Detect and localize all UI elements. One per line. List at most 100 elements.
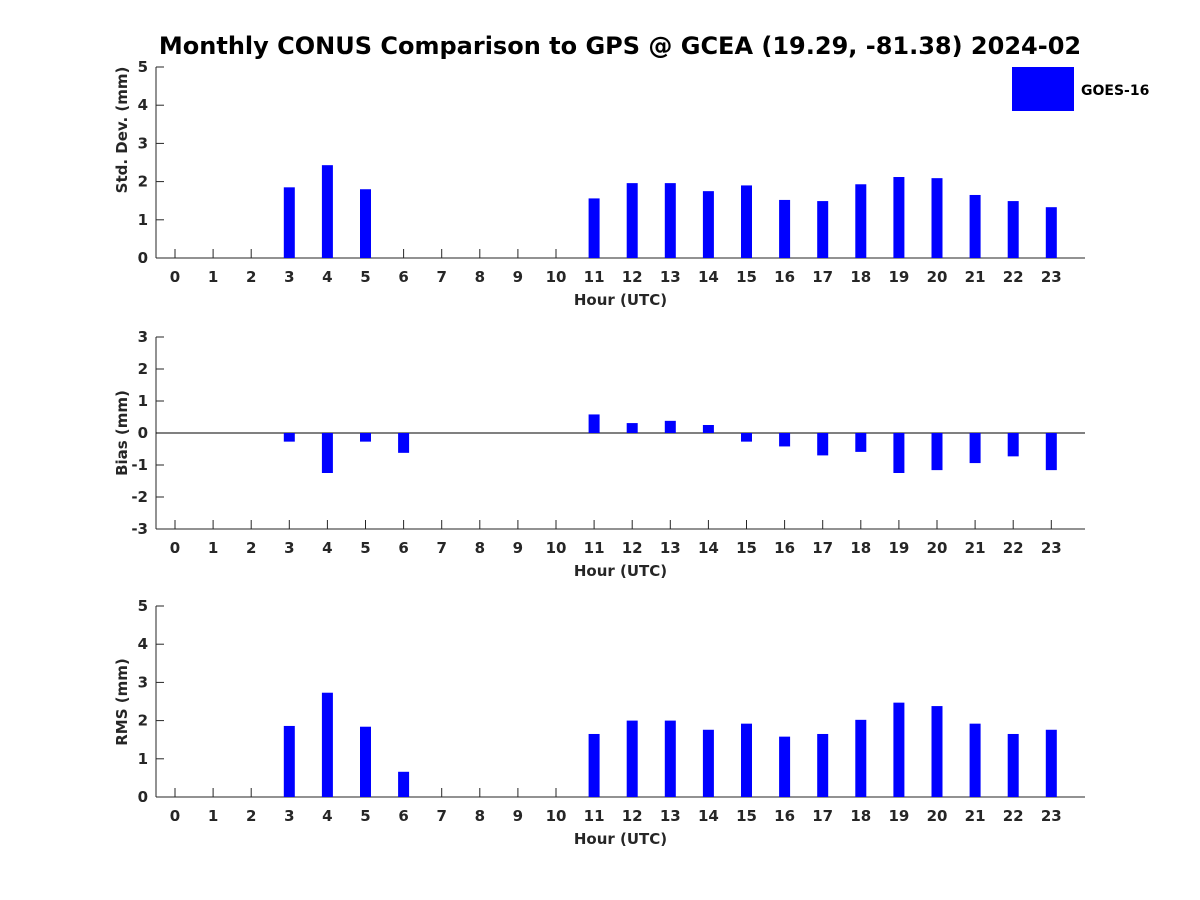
y-axis-label: RMS (mm) bbox=[113, 658, 131, 745]
bar bbox=[969, 194, 981, 258]
y-tick-label: 0 bbox=[138, 788, 148, 806]
x-tick-label: 3 bbox=[284, 539, 294, 557]
x-tick-label: 6 bbox=[398, 807, 408, 825]
x-tick-label: 12 bbox=[622, 807, 643, 825]
x-tick-label: 20 bbox=[927, 268, 948, 286]
y-tick-label: 3 bbox=[138, 673, 148, 691]
x-tick-label: 9 bbox=[513, 268, 523, 286]
bar bbox=[626, 720, 638, 797]
y-tick-label: 2 bbox=[138, 360, 148, 378]
y-tick-label: 4 bbox=[138, 96, 148, 114]
x-tick-label: 5 bbox=[360, 539, 370, 557]
x-tick-label: 22 bbox=[1003, 807, 1024, 825]
x-tick-label: 5 bbox=[360, 807, 370, 825]
bar bbox=[931, 433, 943, 471]
x-tick-label: 9 bbox=[513, 539, 523, 557]
x-tick-label: 14 bbox=[698, 268, 719, 286]
legend-label: GOES-16 bbox=[1081, 83, 1149, 99]
x-tick-label: 4 bbox=[322, 268, 332, 286]
bar bbox=[664, 420, 676, 433]
x-tick-label: 1 bbox=[208, 539, 218, 557]
x-tick-label: 1 bbox=[208, 807, 218, 825]
x-tick-label: 13 bbox=[660, 539, 681, 557]
x-axis-label: Hour (UTC) bbox=[574, 830, 667, 848]
bar bbox=[398, 433, 410, 453]
x-tick-label: 2 bbox=[246, 539, 256, 557]
x-tick-label: 3 bbox=[284, 807, 294, 825]
bar bbox=[664, 183, 676, 258]
x-tick-label: 1 bbox=[208, 268, 218, 286]
x-tick-label: 12 bbox=[622, 268, 643, 286]
x-axis-label: Hour (UTC) bbox=[574, 562, 667, 580]
y-tick-label: -3 bbox=[131, 520, 148, 538]
legend: GOES-16 bbox=[1012, 67, 1149, 111]
x-tick-label: 11 bbox=[584, 268, 605, 286]
bar bbox=[1007, 733, 1019, 797]
bar bbox=[817, 433, 829, 456]
x-tick-label: 21 bbox=[965, 539, 986, 557]
x-tick-label: 17 bbox=[812, 268, 833, 286]
x-tick-label: 16 bbox=[774, 268, 795, 286]
bar bbox=[664, 720, 676, 797]
bar bbox=[969, 433, 981, 464]
x-tick-label: 15 bbox=[736, 539, 757, 557]
y-tick-label: 1 bbox=[138, 392, 148, 410]
x-tick-label: 7 bbox=[436, 268, 446, 286]
bar bbox=[741, 185, 752, 258]
y-tick-label: 2 bbox=[138, 712, 148, 730]
bar bbox=[931, 706, 943, 797]
x-tick-label: 10 bbox=[546, 268, 567, 286]
x-tick-label: 13 bbox=[660, 807, 681, 825]
x-tick-label: 19 bbox=[888, 268, 909, 286]
bar bbox=[741, 723, 752, 797]
bar bbox=[283, 433, 295, 442]
y-tick-label: 3 bbox=[138, 328, 148, 346]
x-tick-label: 6 bbox=[398, 539, 408, 557]
bar bbox=[1007, 433, 1019, 457]
x-tick-label: 23 bbox=[1041, 268, 1062, 286]
bar bbox=[1045, 729, 1057, 797]
bar bbox=[360, 189, 371, 258]
x-tick-label: 0 bbox=[170, 268, 180, 286]
x-tick-label: 16 bbox=[774, 807, 795, 825]
x-tick-label: 18 bbox=[850, 268, 871, 286]
y-tick-label: -2 bbox=[131, 488, 148, 506]
y-tick-label: 1 bbox=[138, 750, 148, 768]
x-tick-label: 13 bbox=[660, 268, 681, 286]
x-tick-label: 4 bbox=[322, 539, 332, 557]
x-tick-label: 8 bbox=[475, 807, 485, 825]
x-tick-label: 22 bbox=[1003, 539, 1024, 557]
x-tick-label: 17 bbox=[812, 539, 833, 557]
y-tick-label: 3 bbox=[138, 134, 148, 152]
y-tick-label: 0 bbox=[138, 424, 148, 442]
bar bbox=[893, 433, 905, 473]
y-axis-label: Bias (mm) bbox=[113, 390, 131, 476]
bar bbox=[588, 733, 600, 797]
bar bbox=[1045, 207, 1057, 258]
x-tick-label: 12 bbox=[622, 539, 643, 557]
x-tick-label: 21 bbox=[965, 268, 986, 286]
x-tick-label: 10 bbox=[546, 539, 567, 557]
y-tick-label: 4 bbox=[138, 635, 148, 653]
bar bbox=[702, 729, 714, 797]
bar bbox=[931, 178, 943, 258]
x-tick-label: 14 bbox=[698, 539, 719, 557]
bar bbox=[283, 725, 295, 797]
bar bbox=[855, 184, 867, 258]
bar bbox=[779, 199, 791, 258]
x-tick-label: 10 bbox=[546, 807, 567, 825]
bar bbox=[817, 201, 829, 258]
y-tick-label: 0 bbox=[138, 249, 148, 267]
x-tick-label: 18 bbox=[850, 807, 871, 825]
bar bbox=[626, 183, 638, 258]
x-tick-label: 5 bbox=[360, 268, 370, 286]
x-tick-label: 21 bbox=[965, 807, 986, 825]
bar bbox=[398, 771, 410, 797]
bar bbox=[969, 723, 981, 797]
y-tick-label: 2 bbox=[138, 173, 148, 191]
